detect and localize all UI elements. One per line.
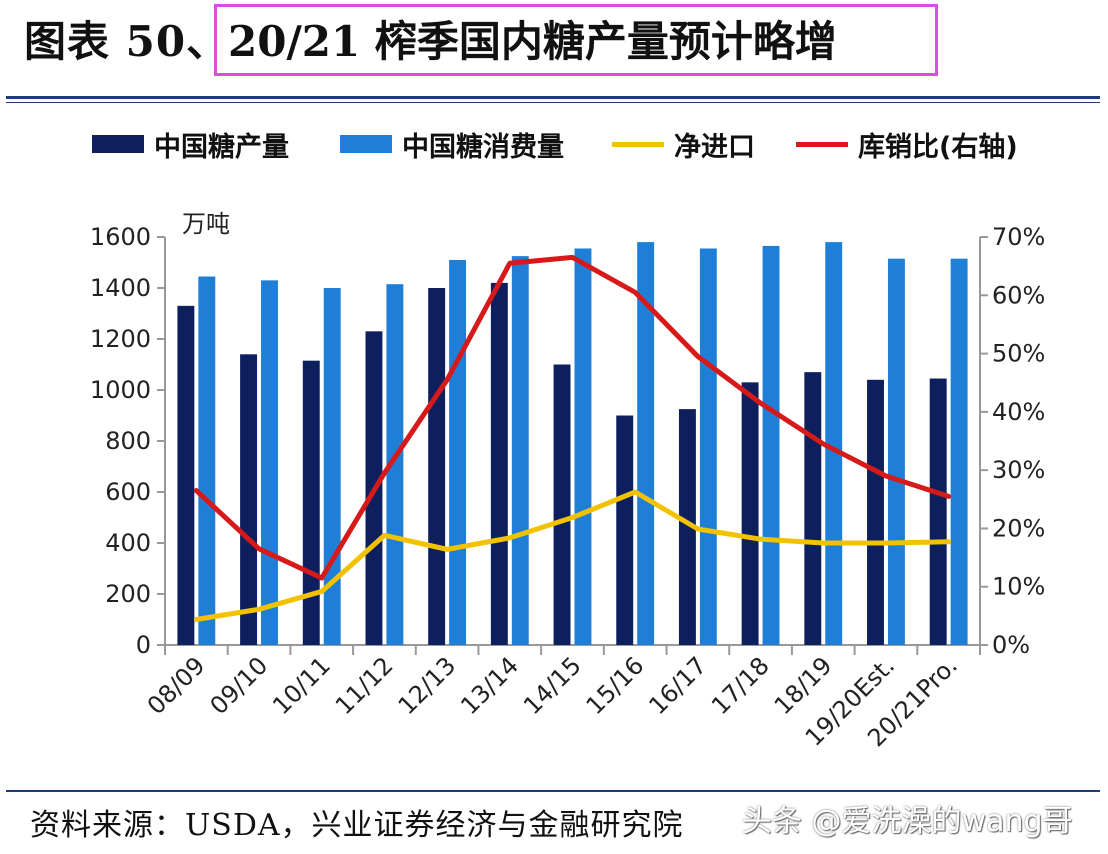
y-tick-label-left: 600 [105,478,151,506]
legend-item-stock-ratio: 库销比(右轴) [796,124,1018,164]
legend-item-net-import: 净进口 [612,124,755,164]
x-tick-label: 08/09 [142,651,211,720]
legend-swatch-production [92,135,144,153]
x-tick-label: 16/17 [643,651,712,720]
y-tick-label-left: 200 [105,580,151,608]
bar-production [616,415,634,645]
bar-consumption [637,242,655,645]
y-tick-label-right: 50% [992,340,1045,368]
watermark-text: 头条 @爱洗澡的wang哥 [742,804,1073,839]
legend-label-net-import: 净进口 [674,131,755,163]
legend-label-consumption: 中国糖消费量 [402,131,564,163]
y-tick-label-right: 20% [992,514,1045,542]
figure-header: 图表 50、 20/21 榨季国内糖产量预计略增 [0,0,1108,90]
bar-production [804,372,822,645]
bar-production [177,305,195,645]
bar-production [302,360,320,645]
bar-consumption [574,248,592,645]
y-tick-label-right: 30% [992,456,1045,484]
legend-item-production: 中国糖产量 [92,124,289,164]
figure-title: 20/21 榨季国内糖产量预计略增 [228,17,837,66]
y-axis-unit-label: 万吨 [182,210,230,238]
bar-production [490,282,508,645]
bar-consumption [887,258,905,645]
x-tick-label: 13/14 [455,651,524,720]
x-tick-label: 09/10 [205,651,274,720]
x-tick-label: 17/18 [706,651,775,720]
line-stock-ratio [193,254,952,581]
bar-consumption [950,258,968,645]
footer-rule [6,790,1100,792]
bar-production [867,379,884,645]
y-tick-label-left: 400 [105,529,151,557]
bar-production [741,382,759,645]
y-tick-label-right: 70% [992,223,1045,251]
bar-consumption [323,288,341,645]
x-tick-label: 15/16 [581,651,650,720]
y-tick-label-left: 800 [105,427,151,455]
x-tick-label: 10/11 [267,651,336,720]
bar-production [240,354,258,645]
source-note: 资料来源：USDA，兴业证券经济与金融研究院 [30,808,684,843]
y-tick-label-left: 1400 [90,274,151,302]
x-tick-label: 14/15 [518,651,587,720]
bar-production [678,409,696,645]
title-highlight-box [214,4,938,76]
y-tick-label-right: 0% [992,631,1030,659]
y-tick-label-right: 60% [992,281,1045,309]
y-tick-label-right: 10% [992,573,1045,601]
legend-swatch-stock-ratio [796,141,848,147]
legend-item-consumption: 中国糖消费量 [340,124,564,164]
y-tick-label-left: 1200 [90,325,151,353]
bar-consumption [198,276,216,645]
bar-consumption [511,256,529,645]
y-tick-label-left: 1000 [90,376,151,404]
y-tick-label-left: 0 [136,631,151,659]
bar-consumption [261,280,278,645]
header-rule [6,96,1100,99]
header-rule-thin [6,102,1100,103]
legend-label-production: 中国糖产量 [154,131,289,163]
x-tick-label: 12/13 [393,651,462,720]
bar-production [428,288,446,645]
bar-consumption [762,245,780,646]
bar-production [929,378,947,645]
y-tick-label-left: 1600 [90,223,151,251]
bar-consumption [386,284,404,645]
bar-consumption [699,248,717,645]
bar-consumption [449,259,467,645]
legend-swatch-consumption [340,135,392,153]
bar-production [553,364,571,645]
legend-swatch-net-import [612,141,664,147]
legend-label-stock-ratio: 库销比(右轴) [858,131,1018,163]
line-net-import [193,489,952,622]
plot-area: 0 200 400 600 800 1000 1200 1400 1600 0% 10% 20% 30%… [90,223,1045,752]
x-tick-label: 11/12 [330,651,399,720]
figure-number: 图表 50、 [24,17,230,66]
y-tick-label-right: 40% [992,398,1045,426]
